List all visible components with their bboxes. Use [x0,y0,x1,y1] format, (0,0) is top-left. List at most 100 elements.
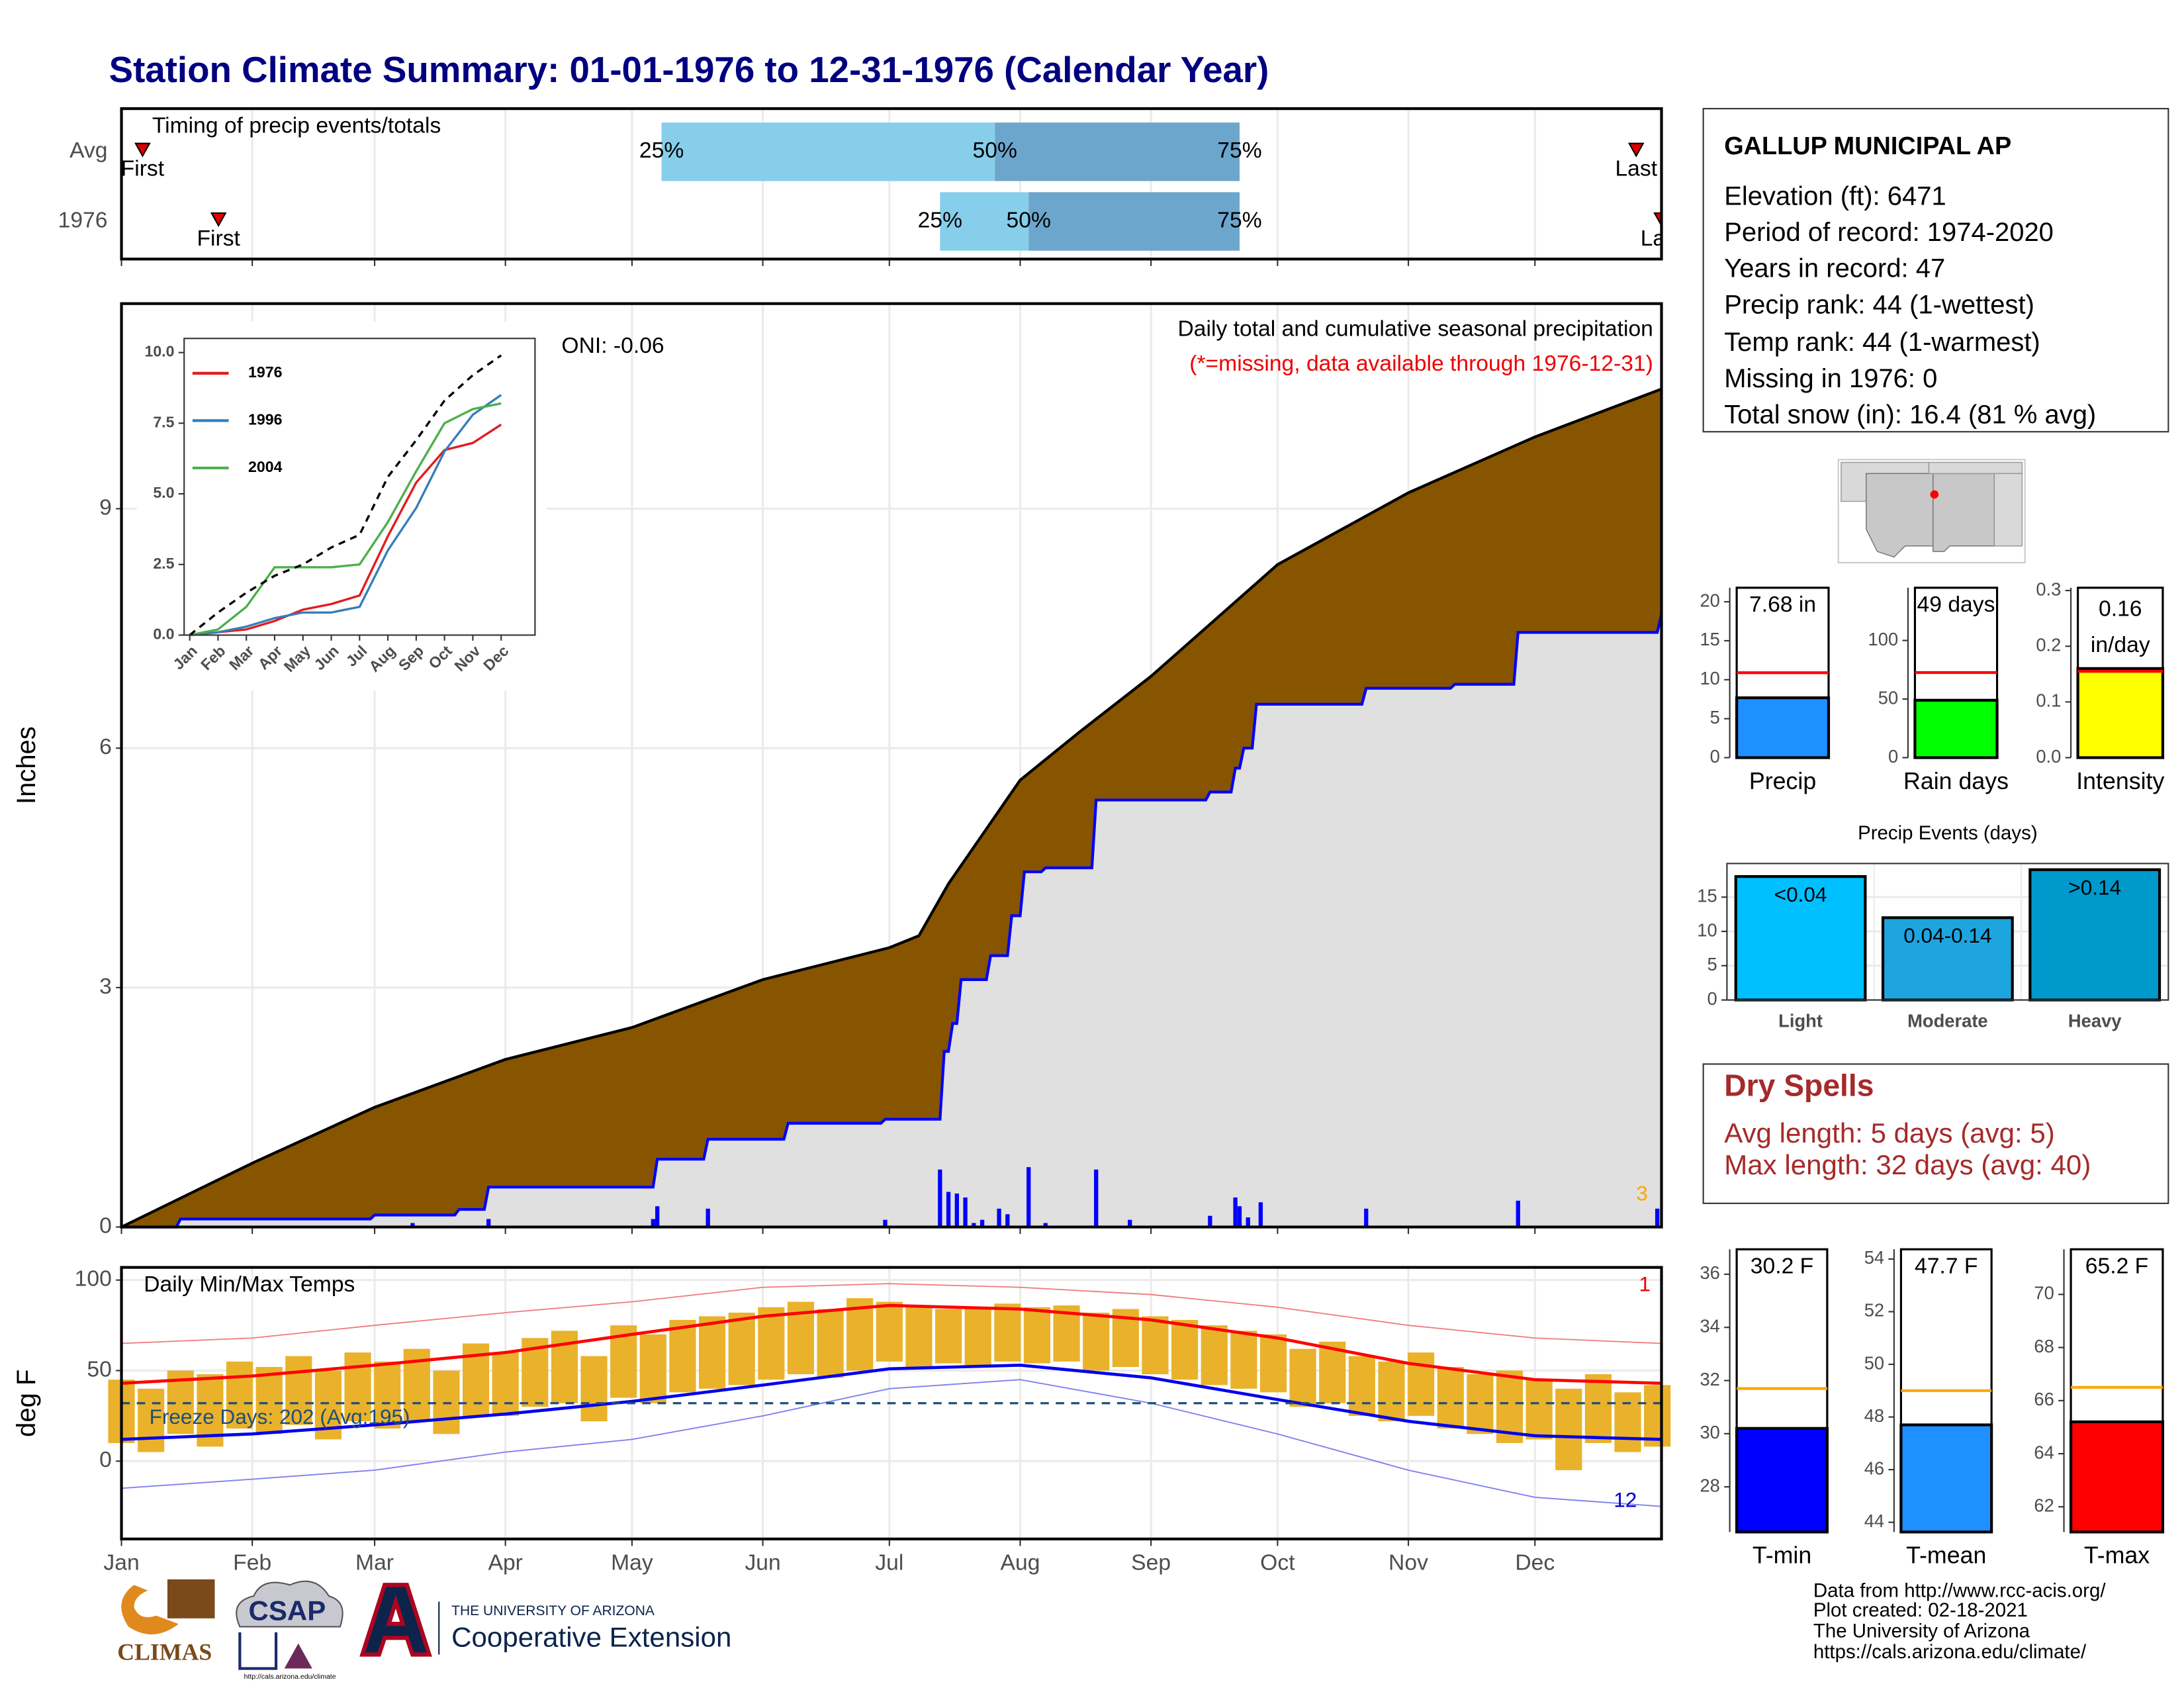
daily-bar [1246,1217,1250,1227]
logo-text: Cooperative Extension [451,1621,731,1652]
station-line: Temp rank: 44 (1-warmest) [1724,328,2040,357]
temp-bar [1201,1325,1228,1385]
x-tick-label: Oct [1260,1551,1295,1575]
bar-label: 0.04-0.14 [1903,923,1991,947]
y-tick-label: 54 [1864,1247,1884,1268]
y-tick-label: 3 [99,974,112,999]
daily-bar [1005,1214,1010,1227]
y-tick-label: 15 [1697,885,1717,906]
quartile-label: 50% [1007,208,1051,232]
page-title: Station Climate Summary: 01-01-1976 to 1… [109,49,1269,90]
row-label: 1976 [58,208,108,232]
x-tick-label: Mar [355,1551,394,1575]
y-tick-label: 10 [1700,668,1719,688]
series-line [189,354,502,636]
value-label: 30.2 F [1751,1254,1813,1278]
bar [2028,868,2161,1002]
temp-bar [580,1356,608,1422]
temp-bar [1644,1385,1671,1447]
y-tick-label: 44 [1864,1511,1884,1531]
value-label: 65.2 F [2085,1254,2148,1278]
temp-bar [728,1312,755,1385]
y-tick-label: 9 [99,495,112,520]
quartile-bar [661,122,995,181]
daily-bar [1364,1208,1369,1227]
footer-line: Plot created: 02-18-2021 [1813,1599,2028,1621]
temp-bar [817,1309,844,1378]
x-tick-label: Jul [875,1551,903,1575]
bar [1735,1427,1829,1534]
corner-label: 1 [1639,1272,1651,1295]
y-tick-label: 5 [1710,707,1720,727]
y-tick-label: 68 [2034,1336,2054,1356]
x-tick-label: Moderate [1907,1011,1988,1031]
daily-bar [655,1206,660,1227]
temp-bar [758,1307,785,1380]
y-tick-label: 100 [1868,629,1899,649]
daily-bar [954,1193,960,1227]
y-tick-label: 0.1 [2036,690,2061,711]
logo-text: CSAP [248,1595,326,1626]
y-tick-label: 32 [1700,1369,1719,1389]
footer-line: The University of Arizona [1813,1620,2030,1642]
logo-text: THE UNIVERSITY OF ARIZONA [451,1603,655,1618]
daily-bar [972,1223,976,1227]
y-tick-label: 10 [1697,919,1717,940]
x-tick-label: Light [1778,1011,1823,1031]
value-label: in/day [2091,633,2150,657]
temp-bar [1408,1352,1435,1416]
temp-bar [698,1316,726,1389]
temp-bar [994,1303,1021,1362]
corner-label: 12 [1614,1487,1637,1511]
legend-label: 2004 [248,458,283,475]
climas-logo: CLIMAS [117,1579,215,1665]
value-label: 49 days [1917,592,1995,617]
legend-label: 1976 [248,363,283,381]
temp-bar [876,1301,903,1362]
dry-spells-line: Avg length: 5 days (avg: 5) [1724,1117,2055,1149]
daily-bar [651,1219,655,1227]
y-tick-label: 0 [99,1448,112,1472]
temp-bar [1083,1312,1110,1371]
y-tick-label: 6 [99,735,112,759]
quartile-label: 75% [1217,138,1261,163]
temp-bar [1584,1374,1612,1443]
annotation: Freeze Days: 202 (Avg:195) [150,1405,410,1429]
x-tick-label: Aug [1001,1551,1040,1575]
timing-rows: 25% 50% 75% First Last 25% 50% 75% First Last [121,122,1662,251]
temp-bar [639,1334,666,1403]
logo-text: http://cals.arizona.edu/climate [244,1673,336,1681]
daily-bar [997,1208,1001,1227]
panel-frame [1726,863,2169,1001]
daily-bar [1233,1197,1238,1227]
area-line [121,614,1663,1229]
area-fill [121,614,1662,1227]
y-tick-label: 46 [1864,1458,1884,1478]
panel-frame [120,107,1663,261]
daily-bar [486,1219,491,1227]
x-tick-label: May [611,1551,653,1575]
y-tick-label: 66 [2034,1389,2054,1409]
quartile-bar [1028,192,1240,251]
station-line: Missing in 1976: 0 [1724,364,1937,393]
temp-bar [1230,1331,1257,1389]
station-line: Years in record: 47 [1724,254,1945,283]
bar [2069,1420,2165,1534]
dry-spells-box [1702,1063,2169,1204]
value-label: 47.7 F [1915,1254,1978,1278]
temp-bar [226,1361,253,1429]
x-tick-label: Feb [233,1551,271,1575]
daily-bar [1655,1208,1660,1227]
row-label: Avg [69,138,107,163]
timing-label: First [121,157,165,181]
y-tick-label: 50 [1864,1352,1884,1373]
value-label: 0.16 [2099,596,2142,621]
bar-label: <0.04 [1774,882,1827,906]
daily-bar [1208,1215,1212,1227]
y-tick-label: 50 [1878,687,1898,708]
panel-frame [183,338,536,636]
temp-bar [138,1388,165,1452]
temp-bar [285,1356,312,1425]
bar [1734,875,1867,1002]
